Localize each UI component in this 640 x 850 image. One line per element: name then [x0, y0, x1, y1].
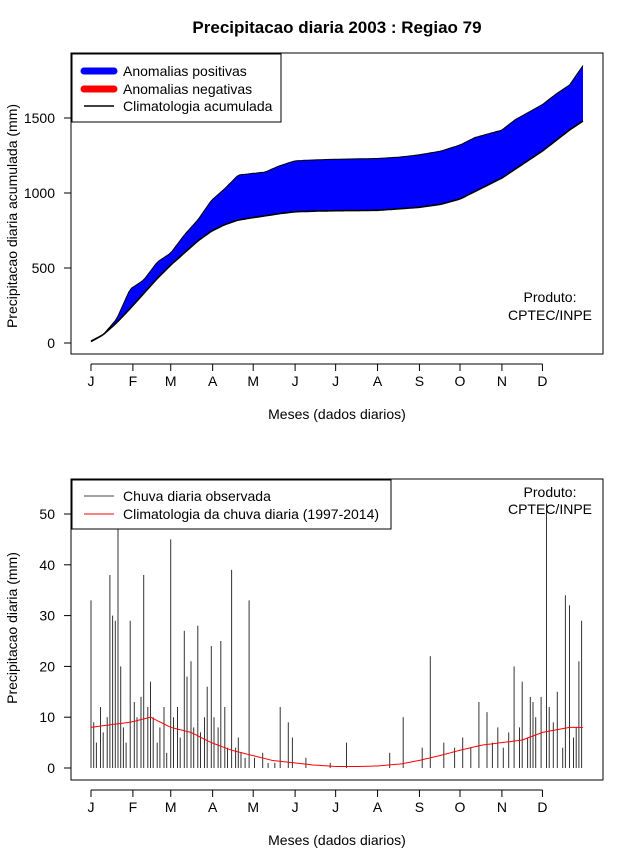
y-tick-label: 500	[32, 260, 56, 276]
positive-anomaly-area	[91, 65, 583, 342]
x-tick-label: J	[88, 373, 95, 389]
x-axis-label: Meses (dados diarios)	[268, 832, 406, 848]
x-tick-label: F	[129, 373, 138, 389]
x-tick-label: O	[455, 799, 466, 815]
x-tick-label: J	[292, 799, 299, 815]
x-axis-label: Meses (dados diarios)	[268, 406, 406, 422]
legend-label-positive: Anomalias positivas	[123, 63, 247, 79]
x-tick-label: D	[537, 799, 547, 815]
chart-title: Precipitacao diaria 2003 : Regiao 79	[192, 18, 481, 37]
product-label: Produto:	[524, 484, 577, 500]
x-tick-label: M	[247, 799, 259, 815]
x-tick-label: M	[165, 799, 177, 815]
legend: Anomalias positivas Anomalias negativas …	[71, 53, 282, 123]
y-tick-label: 1500	[24, 110, 55, 126]
x-tick-label: M	[165, 373, 177, 389]
x-tick-label: A	[208, 799, 218, 815]
x-tick-label: J	[332, 799, 339, 815]
product-label: Produto:	[524, 289, 577, 305]
x-tick-label: F	[129, 799, 138, 815]
legend-box	[71, 479, 392, 530]
x-tick-label: A	[373, 373, 383, 389]
x-tick-label: N	[497, 373, 507, 389]
product-source: CPTEC/INPE	[508, 307, 592, 323]
legend-label-climatology: Climatologia acumulada	[123, 98, 273, 114]
y-tick-label: 20	[39, 658, 55, 674]
y-tick-label: 1000	[24, 185, 55, 201]
y-tick-label: 50	[39, 506, 55, 522]
x-tick-label: J	[292, 373, 299, 389]
x-tick-label: J	[88, 799, 95, 815]
x-tick-label: S	[415, 373, 424, 389]
y-axis-label: Precipitacao diaria (mm)	[4, 552, 20, 704]
x-tick-label: A	[373, 799, 383, 815]
y-tick-label: 0	[47, 335, 55, 351]
y-tick-label: 0	[47, 760, 55, 776]
climatology-daily-line	[90, 716, 583, 767]
legend-label-negative: Anomalias negativas	[123, 81, 252, 97]
y-tick-label: 30	[39, 608, 55, 624]
legend-label-climatology: Climatologia da chuva diaria (1997-2014)	[123, 506, 379, 522]
x-tick-label: J	[332, 373, 339, 389]
x-tick-label: N	[497, 799, 507, 815]
x-tick-label: O	[455, 373, 466, 389]
x-tick-label: D	[537, 373, 547, 389]
legend: Chuva diaria observada Climatologia da c…	[71, 479, 392, 530]
x-tick-label: S	[415, 799, 424, 815]
y-tick-label: 40	[39, 557, 55, 573]
daily-chart: J F M A M J J A S O N D 0 10 20 30 40 50 Meses (dados dia…	[4, 478, 604, 848]
x-tick-label: M	[247, 373, 259, 389]
product-source: CPTEC/INPE	[508, 501, 592, 517]
cumulative-chart: Precipitacao diaria 2003 : Regiao 79 J F M…	[4, 18, 604, 422]
legend-label-observed: Chuva diaria observada	[123, 488, 271, 504]
x-tick-label: A	[208, 373, 218, 389]
y-tick-label: 10	[39, 709, 55, 725]
climatology-cumulative-line	[90, 120, 584, 343]
observed-cumulative-line	[90, 65, 584, 342]
y-axis-label: Precipitacao diaria acumulada (mm)	[4, 104, 20, 328]
